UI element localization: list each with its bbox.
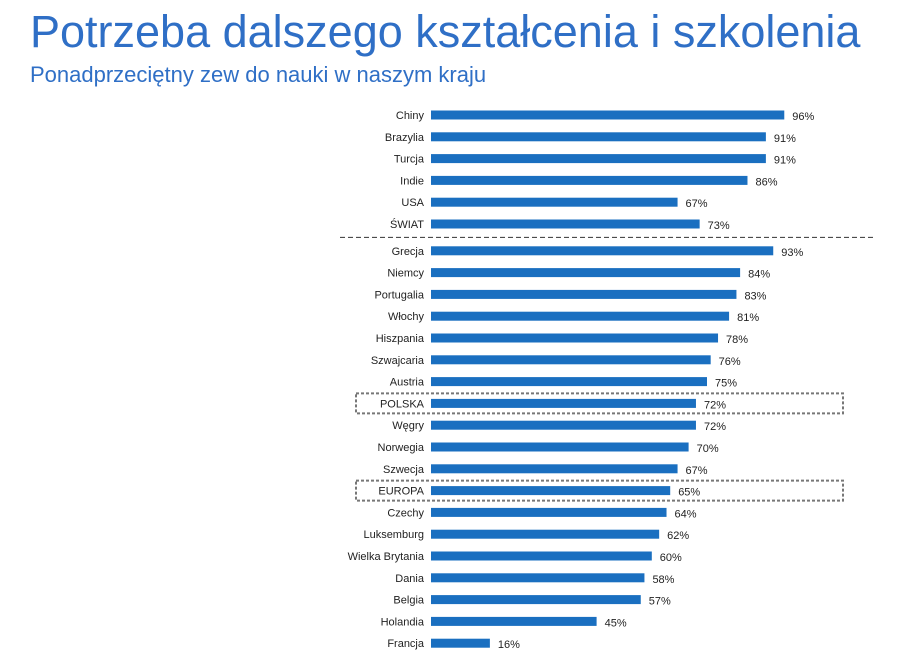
value-label: 65%: [678, 487, 700, 499]
page-title: Potrzeba dalszego kształcenia i szkoleni…: [30, 6, 861, 57]
bar: [431, 355, 711, 365]
category-label: Francja: [387, 638, 425, 650]
value-label: 73%: [708, 220, 730, 232]
value-label: 70%: [697, 443, 719, 455]
value-label: 81%: [737, 312, 759, 324]
value-label: 72%: [704, 399, 726, 411]
value-label: 60%: [660, 552, 682, 564]
category-label: Wielka Brytania: [348, 551, 425, 563]
value-label: 86%: [755, 176, 777, 188]
value-label: 58%: [652, 574, 674, 586]
value-label: 64%: [675, 508, 697, 520]
value-label: 84%: [748, 269, 770, 281]
bar: [431, 154, 766, 164]
bar: [431, 377, 707, 387]
value-label: 67%: [686, 198, 708, 210]
value-label: 93%: [781, 247, 803, 259]
value-label: 83%: [744, 290, 766, 302]
category-label: ŚWIAT: [390, 218, 424, 231]
bar: [431, 246, 774, 256]
value-label: 91%: [774, 155, 796, 167]
category-label: Szwajcaria: [371, 355, 425, 367]
bar: [431, 110, 785, 120]
bar: [431, 529, 660, 539]
category-label: Austria: [390, 377, 425, 389]
bar: [431, 175, 748, 185]
category-label: Belgia: [393, 595, 424, 607]
bar: [431, 268, 741, 278]
bar: [431, 132, 766, 142]
bar: [431, 289, 737, 299]
value-label: 67%: [686, 465, 708, 477]
category-label: Włochy: [388, 311, 425, 323]
value-label: 78%: [726, 334, 748, 346]
bar: [431, 486, 671, 496]
category-label: Szwecja: [383, 464, 425, 476]
category-label: Turcja: [394, 154, 425, 166]
bar: [431, 219, 700, 229]
category-label: Portugalia: [374, 289, 424, 301]
category-label: EUROPA: [378, 486, 424, 498]
bar: [431, 507, 667, 517]
value-label: 91%: [774, 133, 796, 145]
category-label: Czechy: [387, 507, 424, 519]
category-label: Luksemburg: [363, 529, 424, 541]
category-label: Chiny: [396, 110, 425, 122]
bar: [431, 311, 730, 321]
category-label: Norwegia: [378, 442, 425, 454]
bar: [431, 197, 678, 207]
bar: [431, 398, 696, 408]
bar: [431, 464, 678, 474]
category-label: Dania: [395, 573, 425, 585]
bar: [431, 638, 490, 648]
value-label: 96%: [792, 111, 814, 123]
category-label: Niemcy: [387, 268, 424, 280]
bar: [431, 420, 696, 430]
value-label: 72%: [704, 421, 726, 433]
bar: [431, 442, 689, 452]
value-label: 16%: [498, 639, 520, 651]
value-label: 45%: [605, 617, 627, 629]
value-label: 57%: [649, 596, 671, 608]
bar: [431, 595, 641, 605]
category-label: USA: [401, 197, 424, 209]
bar: [431, 573, 645, 583]
category-label: POLSKA: [380, 398, 425, 410]
category-label: Indie: [400, 175, 424, 187]
category-label: Holandia: [381, 616, 425, 628]
category-label: Węgry: [392, 420, 424, 432]
value-label: 75%: [715, 378, 737, 390]
value-label: 62%: [667, 530, 689, 542]
page-subtitle: Ponadprzeciętny zew do nauki w naszym kr…: [30, 62, 487, 87]
category-label: Hiszpania: [376, 333, 425, 345]
highlight-box: [355, 479, 844, 502]
category-label: Grecja: [392, 246, 425, 258]
value-label: 76%: [719, 356, 741, 368]
category-label: Brazylia: [385, 132, 425, 144]
bar: [431, 333, 719, 343]
bar: [431, 551, 652, 561]
bar: [431, 616, 597, 626]
highlight-box: [355, 392, 844, 415]
